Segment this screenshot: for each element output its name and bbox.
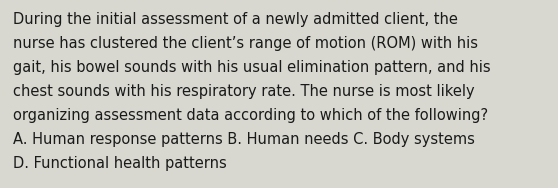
Text: D. Functional health patterns: D. Functional health patterns bbox=[13, 156, 227, 171]
Text: nurse has clustered the client’s range of motion (ROM) with his: nurse has clustered the client’s range o… bbox=[13, 36, 478, 51]
Text: chest sounds with his respiratory rate. The nurse is most likely: chest sounds with his respiratory rate. … bbox=[13, 84, 475, 99]
Text: gait, his bowel sounds with his usual elimination pattern, and his: gait, his bowel sounds with his usual el… bbox=[13, 60, 490, 75]
Text: During the initial assessment of a newly admitted client, the: During the initial assessment of a newly… bbox=[13, 12, 458, 27]
Text: organizing assessment data according to which of the following?: organizing assessment data according to … bbox=[13, 108, 488, 123]
Text: A. Human response patterns B. Human needs C. Body systems: A. Human response patterns B. Human need… bbox=[13, 132, 475, 147]
